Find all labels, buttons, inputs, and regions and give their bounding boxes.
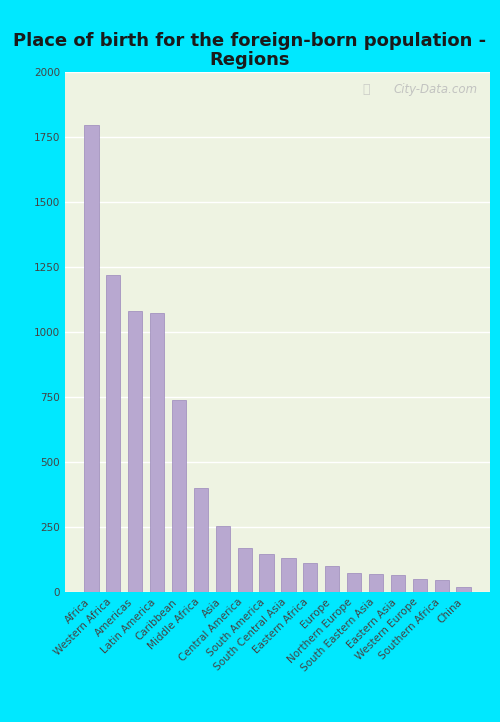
Text: City-Data.com: City-Data.com xyxy=(393,82,477,95)
Bar xyxy=(238,548,252,592)
Bar xyxy=(456,587,470,592)
Bar xyxy=(303,563,318,592)
Bar xyxy=(369,575,383,592)
Bar xyxy=(282,558,296,592)
Bar xyxy=(347,573,361,592)
Text: Regions: Regions xyxy=(210,51,290,69)
Bar xyxy=(128,311,142,592)
Bar xyxy=(84,126,98,592)
Bar xyxy=(216,526,230,592)
Bar xyxy=(172,400,186,592)
Text: ⓘ: ⓘ xyxy=(362,82,370,95)
Bar xyxy=(325,566,340,592)
Bar xyxy=(194,488,208,592)
Bar xyxy=(150,313,164,592)
Bar xyxy=(106,275,120,592)
Bar xyxy=(391,575,405,592)
Bar xyxy=(260,554,274,592)
Bar xyxy=(412,579,427,592)
Bar xyxy=(434,580,449,592)
Text: Place of birth for the foreign-born population -: Place of birth for the foreign-born popu… xyxy=(14,32,486,51)
